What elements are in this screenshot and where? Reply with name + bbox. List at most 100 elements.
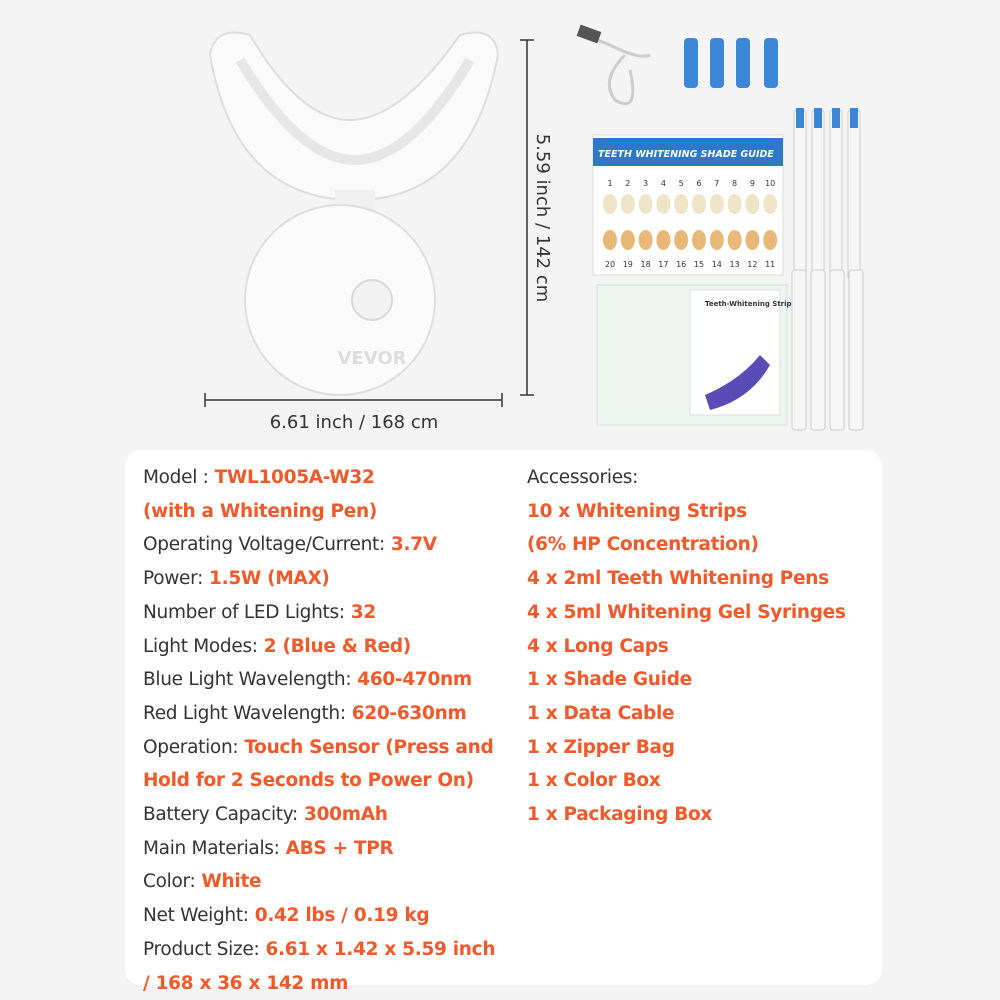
spec-value: 32 [350, 601, 376, 623]
spec-line: Color: White [143, 865, 262, 899]
spec-value: 460-470nm [357, 669, 472, 691]
spec-value: 300mAh [304, 804, 388, 825]
accessory-item: 1 x Data Cable [527, 702, 675, 724]
spec-line: (with a Whitening Pen) [143, 495, 377, 529]
shade-number: 20 [605, 260, 615, 269]
tooth [692, 194, 706, 214]
accessories-line: 10 x Whitening Strips [527, 495, 747, 529]
syringes [791, 109, 864, 431]
spec-value: (with a Whitening Pen) [143, 500, 378, 522]
tooth [620, 194, 635, 214]
tooth [692, 230, 706, 250]
shade-number: 12 [747, 260, 757, 269]
shade-number: 5 [679, 179, 684, 188]
spec-label: Power: [143, 568, 204, 590]
tooth [638, 194, 653, 214]
spec-panel [125, 450, 882, 985]
tooth [727, 230, 742, 250]
spec-line: Power: 1.5W (MAX) [143, 562, 330, 596]
accessory-item: 1 x Color Box [527, 770, 661, 792]
spec-label: Red Light Wavelength: [143, 702, 346, 724]
width-label: 6.61 inch / 168 cm [270, 412, 439, 433]
tooth [745, 230, 760, 250]
accessory-item: 10 x Whitening Strips [527, 500, 747, 522]
spec-label: Operating Voltage/Current: [143, 534, 385, 556]
tooth [745, 194, 760, 214]
cable-plug [576, 24, 602, 44]
tooth [603, 194, 617, 214]
accessories-line: 1 x Color Box [527, 764, 661, 798]
spec-value: TWL1005A-W32 [214, 467, 375, 488]
tooth [656, 230, 671, 250]
accessories-line: 1 x Packaging Box [527, 798, 712, 832]
accessories-line: 4 x 2ml Teeth Whitening Pens [527, 562, 829, 596]
spec-line: Product Size: 6.61 x 1.42 x 5.59 inch [143, 933, 496, 967]
tooth [674, 194, 689, 214]
accessories-line: 1 x Shade Guide [527, 663, 692, 697]
shade-number: 10 [765, 179, 775, 188]
illustration: VEVOR 6.61 inch / 168 cm 5.59 inch / 142… [204, 24, 864, 433]
spec-line: Light Modes: 2 (Blue & Red) [143, 630, 411, 664]
spec-line: Hold for 2 Seconds to Power On) [143, 764, 474, 798]
brand-logo: VEVOR [337, 348, 406, 369]
spec-value: 1.5W (MAX) [209, 568, 330, 590]
shade-number: 8 [732, 179, 737, 188]
shade-number: 17 [658, 260, 668, 269]
shade-guide-header [593, 138, 783, 166]
tooth [656, 194, 671, 214]
accessory-item: 4 x 2ml Teeth Whitening Pens [527, 568, 829, 590]
spec-line: Battery Capacity: 300mAh [143, 798, 388, 832]
shade-guide-title: TEETH WHITENING SHADE GUIDE [598, 149, 774, 160]
spec-line: Red Light Wavelength: 620-630nm [143, 697, 467, 731]
tooth [763, 194, 778, 214]
shade-number: 3 [643, 179, 648, 188]
tooth [674, 230, 689, 250]
tooth [709, 194, 724, 214]
spec-value: Touch Sensor (Press and [244, 736, 494, 758]
accessory-item: 1 x Shade Guide [527, 669, 692, 691]
spec-label: Color: [143, 871, 196, 893]
strip [705, 355, 770, 410]
shade-number: 4 [661, 179, 666, 188]
spec-label: Product Size: [143, 938, 260, 960]
spec-label: Number of LED Lights: [143, 601, 345, 623]
spec-value: 620-630nm [351, 702, 467, 724]
spec-label: Light Modes: [143, 635, 258, 657]
power-button [351, 279, 393, 321]
spec-label: Model : [143, 467, 209, 488]
accessories-line: Accessories: [527, 461, 638, 495]
spec-value: 0.42 lbs / 0.19 kg [254, 905, 430, 927]
shade-number: 6 [696, 179, 701, 188]
height-label: 5.59 inch / 142 cm [532, 134, 553, 303]
accessory-item: 4 x 5ml Whitening Gel Syringes [527, 601, 846, 623]
accessory-item: 1 x Zipper Bag [527, 736, 675, 758]
spec-line: Operating Voltage/Current: 3.7V [143, 528, 437, 562]
spec-value: 6.61 x 1.42 x 5.59 inch [265, 938, 496, 960]
shade-number: 9 [750, 179, 755, 188]
shade-number: 2 [625, 179, 630, 188]
caps [684, 38, 778, 88]
accessories-title: Accessories: [527, 467, 639, 488]
strips-label: Teeth-Whitening Strips [705, 300, 796, 308]
spec-value: 3.7V [390, 534, 437, 556]
spec-value: Hold for 2 Seconds to Power On) [143, 770, 474, 792]
device-base [244, 204, 436, 396]
spec-value: White [201, 871, 262, 893]
syringe-tips [796, 108, 858, 128]
spec-label: Net Weight: [143, 905, 249, 927]
spec-value: ABS + TPR [285, 837, 394, 859]
spec-label: Operation: [143, 736, 239, 758]
accessories-line: 4 x 5ml Whitening Gel Syringes [527, 596, 846, 630]
shade-number: 11 [765, 260, 775, 269]
tooth [620, 230, 635, 250]
accessory-item: (6% HP Concentration) [527, 534, 759, 556]
spec-line: Blue Light Wavelength: 460-470nm [143, 663, 472, 697]
tooth [709, 230, 724, 250]
spec-line: Operation: Touch Sensor (Press and [143, 731, 494, 765]
shade-number: 1 [607, 179, 612, 188]
shade-number: 15 [694, 260, 704, 269]
accessory-item: 1 x Packaging Box [527, 804, 713, 825]
shade-number: 14 [712, 260, 722, 269]
mouthpiece [208, 31, 500, 202]
